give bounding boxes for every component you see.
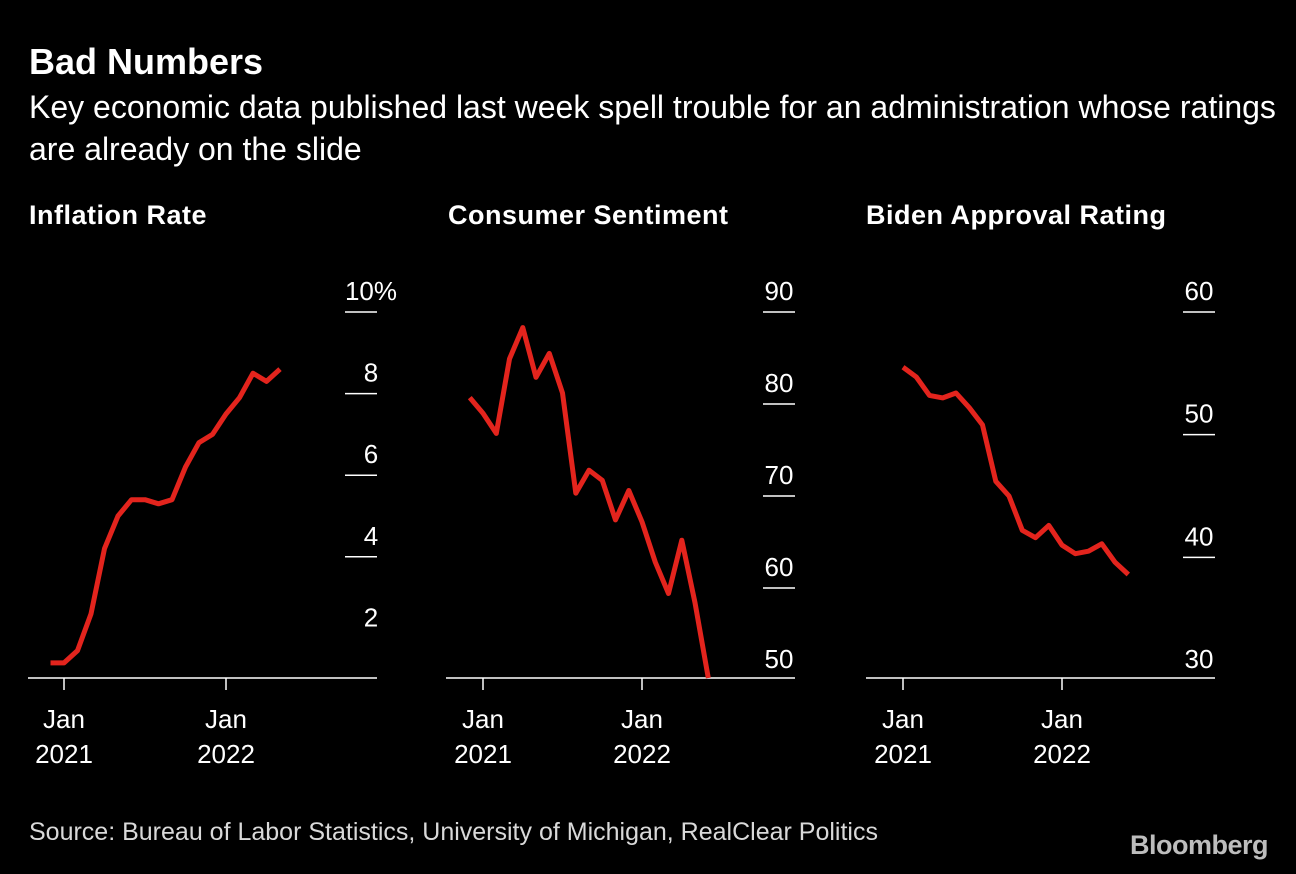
y-tick-label: 8	[364, 358, 378, 388]
x-tick-label-month: Jan	[621, 704, 663, 734]
x-tick-label-month: Jan	[43, 704, 85, 734]
y-tick-label: 2	[364, 602, 378, 632]
y-tick-label: 60	[765, 552, 794, 582]
y-tick-label: 6	[364, 439, 378, 469]
source-note: Source: Bureau of Labor Statistics, Univ…	[29, 818, 878, 846]
x-tick-label-month: Jan	[205, 704, 247, 734]
panel-title-inflation: Inflation Rate	[29, 200, 208, 230]
x-tick-label-year: 2021	[35, 739, 93, 769]
y-tick-label: 70	[765, 460, 794, 490]
y-tick-label: 10%	[345, 276, 397, 306]
y-tick-label: 30	[1185, 644, 1214, 674]
consumer-sentiment-chart: 90 80 70 60 50 Jan 2021 Jan 2022	[446, 276, 795, 769]
approval-rating-chart: 60 50 40 30 Jan 2021 Jan 2022	[866, 276, 1215, 769]
y-tick-label: 50	[765, 644, 794, 674]
x-tick-label-month: Jan	[882, 704, 924, 734]
y-tick-label: 80	[765, 368, 794, 398]
x-tick-label-month: Jan	[1041, 704, 1083, 734]
y-tick-label: 90	[765, 276, 794, 306]
y-tick-label: 40	[1185, 521, 1214, 551]
y-tick-label: 60	[1185, 276, 1214, 306]
inflation-rate-chart: 10% 8 6 4 2 Jan 2021 Jan 2022	[28, 276, 397, 769]
series-line	[467, 325, 711, 679]
y-tick-label: 4	[364, 521, 378, 551]
bloomberg-logo: Bloomberg	[1129, 830, 1269, 860]
x-tick-label-year: 2022	[1033, 739, 1091, 769]
x-tick-label-year: 2022	[197, 739, 255, 769]
series-line	[50, 367, 282, 666]
panel-title-consumer-sentiment: Consumer Sentiment	[448, 200, 729, 230]
y-tick-label: 50	[1185, 399, 1214, 429]
x-tick-label-year: 2021	[454, 739, 512, 769]
panel-title-approval: Biden Approval Rating	[866, 200, 1167, 230]
x-tick-label-year: 2022	[613, 739, 671, 769]
chart-title: Bad Numbers	[29, 41, 264, 82]
x-tick-label-year: 2021	[874, 739, 932, 769]
series-line	[901, 365, 1130, 577]
x-tick-label-month: Jan	[462, 704, 504, 734]
chart-subtitle: Key economic data published last week sp…	[29, 89, 1276, 167]
